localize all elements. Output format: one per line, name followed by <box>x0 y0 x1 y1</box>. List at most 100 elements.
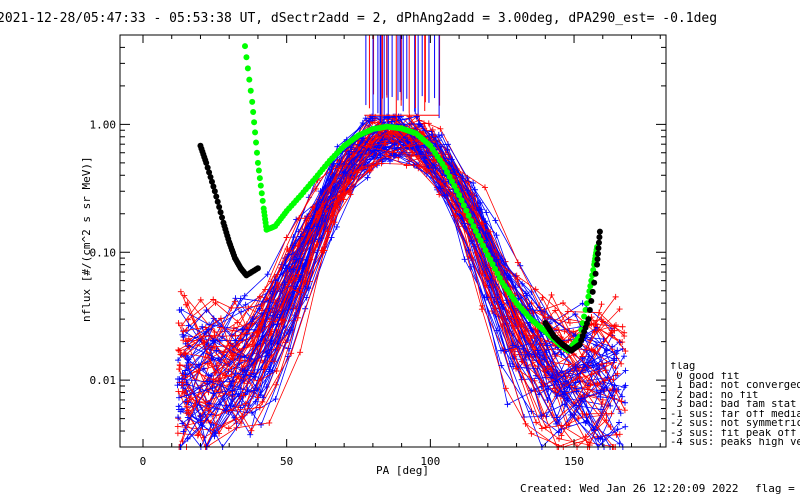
trace-marker <box>566 319 573 326</box>
fit-point <box>496 274 503 281</box>
trace-marker <box>213 347 220 354</box>
trace-marker <box>174 382 181 389</box>
legend-item-7: -4 sus: peaks high vel <box>670 438 800 448</box>
fit-point <box>463 207 470 214</box>
trace-marker <box>480 220 487 227</box>
trace-marker <box>465 247 472 254</box>
trace-marker <box>610 376 617 383</box>
trace-marker <box>177 408 184 415</box>
trace-marker <box>256 404 263 411</box>
trace-marker <box>184 338 191 345</box>
fit-point <box>594 250 601 257</box>
legend-item-3: 3 bad: bad fam stat <box>670 400 797 410</box>
trace-marker <box>229 391 236 398</box>
trace-marker <box>252 374 259 381</box>
fit-point <box>204 164 211 171</box>
trace-marker <box>229 352 236 359</box>
y-axis-label: nflux [#/(cm^2 s sr MeV)] <box>80 156 93 322</box>
flux-trace <box>182 144 616 432</box>
trace-marker <box>479 302 486 309</box>
trace-marker <box>449 191 456 198</box>
trace-marker <box>522 290 529 297</box>
flux-trace <box>177 140 625 388</box>
trace-marker <box>481 184 488 191</box>
trace-marker <box>225 425 232 432</box>
fit-point <box>208 178 215 185</box>
trace-marker <box>274 321 281 328</box>
trace-marker <box>444 147 451 154</box>
trace-marker <box>599 400 606 407</box>
trace-marker <box>510 342 517 349</box>
trace-marker <box>175 414 182 421</box>
trace-marker <box>175 357 182 364</box>
trace-marker <box>200 365 207 372</box>
trace-marker <box>238 308 245 315</box>
trace-marker <box>310 204 317 211</box>
fit-point <box>251 119 258 126</box>
trace-marker <box>180 428 187 435</box>
trace-marker <box>532 286 539 293</box>
trace-marker <box>621 329 628 336</box>
trace-marker <box>262 286 269 293</box>
fit-point <box>216 204 223 211</box>
trace-marker <box>296 215 303 222</box>
trace-marker <box>260 394 267 401</box>
trace-marker <box>266 368 273 375</box>
legend-item-2: 2 bad: no fit <box>670 391 759 401</box>
trace-marker <box>448 156 455 163</box>
trace-marker <box>203 307 210 314</box>
trace-marker <box>502 385 509 392</box>
trace-marker <box>319 200 326 207</box>
fit-point <box>446 173 453 180</box>
trace-marker <box>202 354 209 361</box>
trace-marker <box>178 306 185 313</box>
trace-marker <box>386 158 393 165</box>
trace-marker <box>197 296 204 303</box>
trace-marker <box>288 327 295 334</box>
trace-marker <box>184 407 191 414</box>
trace-marker <box>622 367 629 374</box>
trace-marker <box>622 399 629 406</box>
trace-marker <box>613 388 620 395</box>
trace-marker <box>461 220 468 227</box>
trace-marker <box>182 351 189 358</box>
fit-point <box>581 313 588 320</box>
flux-trace <box>178 129 620 352</box>
trace-marker <box>239 326 246 333</box>
trace-marker <box>532 372 539 379</box>
trace-marker <box>544 397 551 404</box>
trace-marker <box>244 342 251 349</box>
trace-marker <box>556 435 563 442</box>
trace-marker <box>437 185 444 192</box>
fit-point <box>247 87 254 94</box>
trace-marker <box>453 207 460 214</box>
fit-point <box>217 209 224 216</box>
trace-marker <box>429 126 436 133</box>
trace-marker <box>492 217 499 224</box>
fit-point <box>242 43 249 50</box>
flux-traces <box>174 35 629 450</box>
trace-marker <box>290 274 297 281</box>
fit-point <box>213 193 220 200</box>
trace-marker <box>542 314 549 321</box>
trace-marker <box>250 370 257 377</box>
flux-trace <box>187 131 614 405</box>
trace-marker <box>266 419 273 426</box>
fit-point <box>256 175 263 182</box>
trace-marker <box>286 266 293 272</box>
fit-curves <box>197 43 603 354</box>
trace-marker <box>493 232 500 239</box>
trace-marker <box>622 423 629 430</box>
trace-marker <box>258 421 265 428</box>
trace-marker <box>333 223 340 230</box>
fit-point <box>595 239 602 246</box>
trace-marker <box>498 347 505 354</box>
fit-point <box>441 164 448 171</box>
fit-point <box>211 188 218 195</box>
trace-marker <box>283 234 290 241</box>
trace-marker <box>423 168 430 175</box>
trace-marker <box>567 411 574 418</box>
trace-marker <box>607 402 614 409</box>
trace-marker <box>340 196 347 203</box>
trace-marker <box>248 427 255 434</box>
